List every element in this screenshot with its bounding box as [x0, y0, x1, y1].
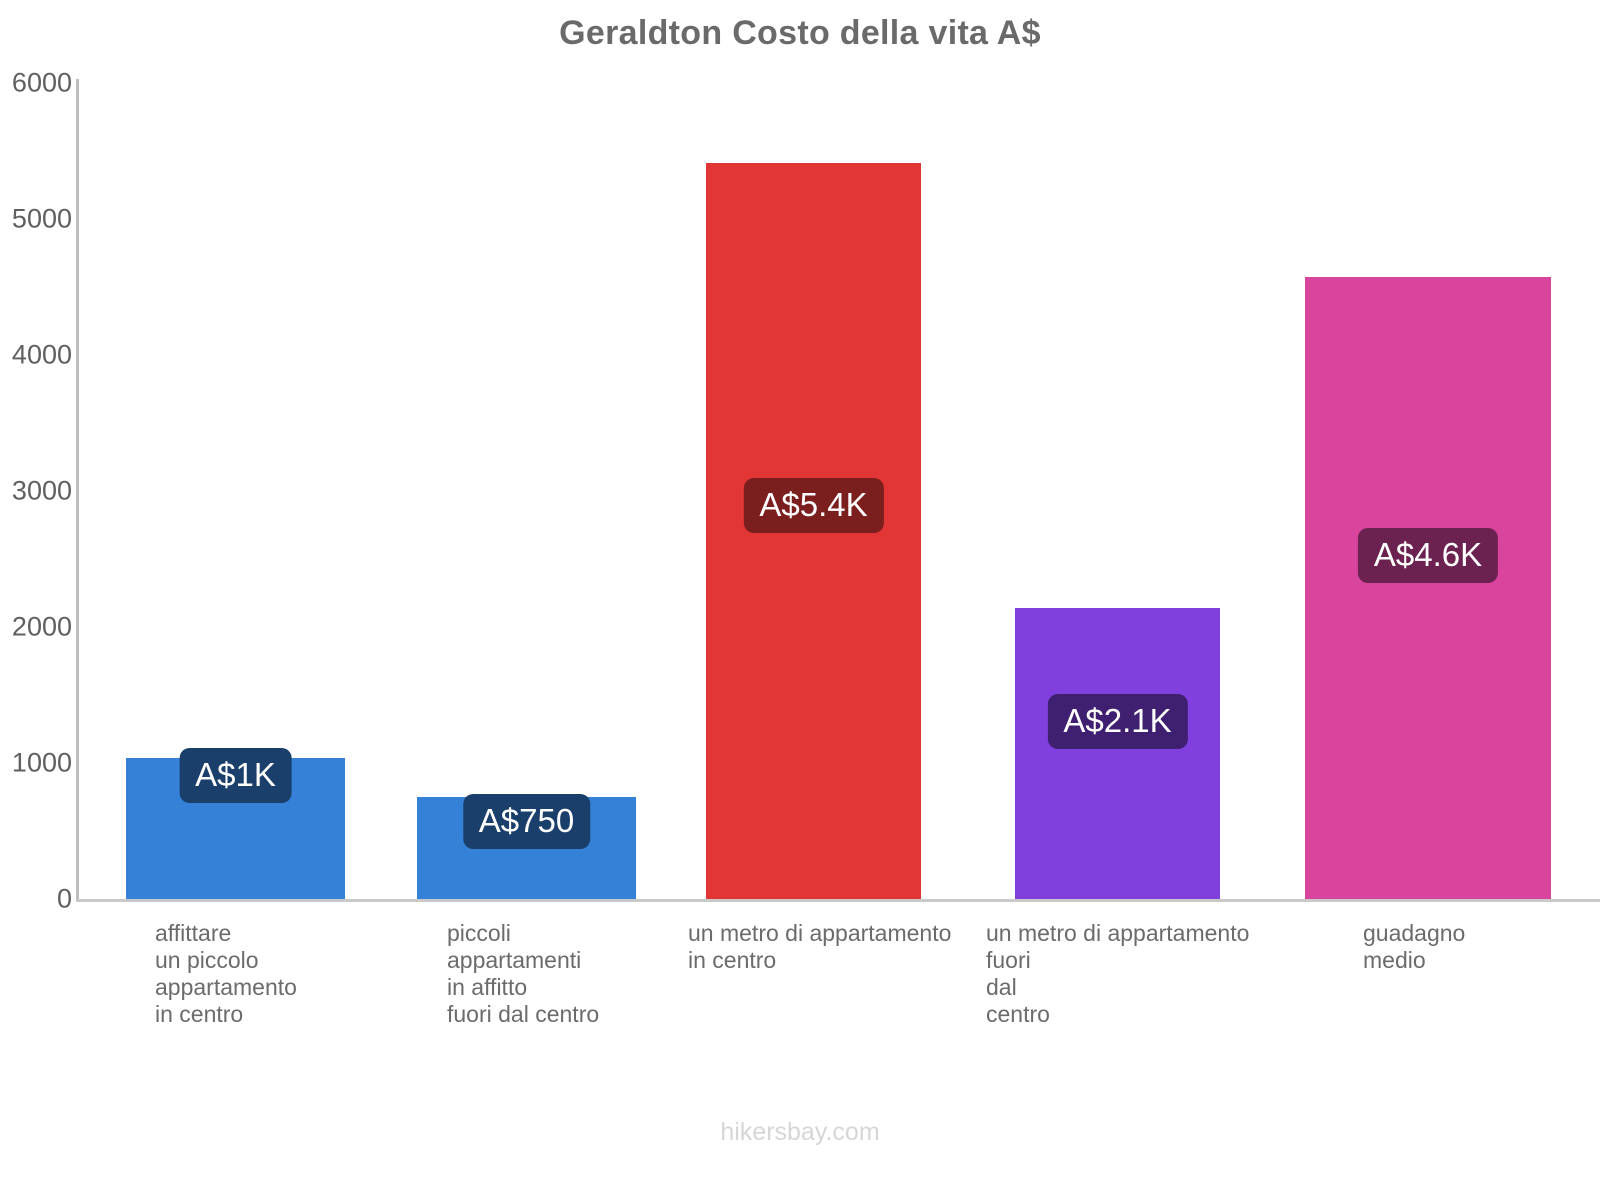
bar-3[interactable]: A$2.1K [1015, 607, 1220, 899]
y-axis-tick-2000: 2000 [11, 611, 72, 642]
bar-value-label-4: A$4.6K [1357, 528, 1499, 583]
bar-value-label-0: A$1K [179, 748, 292, 803]
x-axis-category-label-1: piccoli appartamenti in affitto fuori da… [447, 920, 600, 1027]
y-axis-tick-1000: 1000 [11, 747, 72, 778]
bar-value-label-1: A$750 [462, 794, 591, 849]
page-title: Geraldton Costo della vita A$ [559, 14, 1041, 52]
x-axis-category-label-3: un metro di appartamento fuori dal centr… [986, 920, 1250, 1027]
bar-1[interactable]: A$750 [417, 794, 636, 899]
bar-value-label-2: A$5.4K [743, 478, 884, 533]
y-axis-line [76, 79, 79, 901]
y-axis-tick-0: 0 [56, 883, 72, 914]
x-axis-category-label-0: affittare un piccolo appartamento in cen… [155, 920, 297, 1027]
y-axis-tick-5000: 5000 [11, 203, 72, 234]
y-axis-tick-6000: 6000 [11, 67, 72, 98]
bar-0[interactable]: A$1K [126, 748, 345, 899]
x-axis-category-label-4: guadagno medio [1363, 920, 1466, 973]
y-axis-tick-4000: 4000 [11, 339, 72, 370]
x-axis-category-label-2: un metro di appartamento in centro [688, 920, 952, 973]
y-axis-tick-3000: 3000 [11, 475, 72, 506]
x-axis-line [76, 899, 1600, 902]
bar-4[interactable]: A$4.6K [1305, 277, 1551, 899]
bar-2[interactable]: A$5.4K [706, 162, 921, 899]
watermark: hikersbay.com [720, 1118, 880, 1146]
bar-value-label-3: A$2.1K [1047, 694, 1188, 749]
